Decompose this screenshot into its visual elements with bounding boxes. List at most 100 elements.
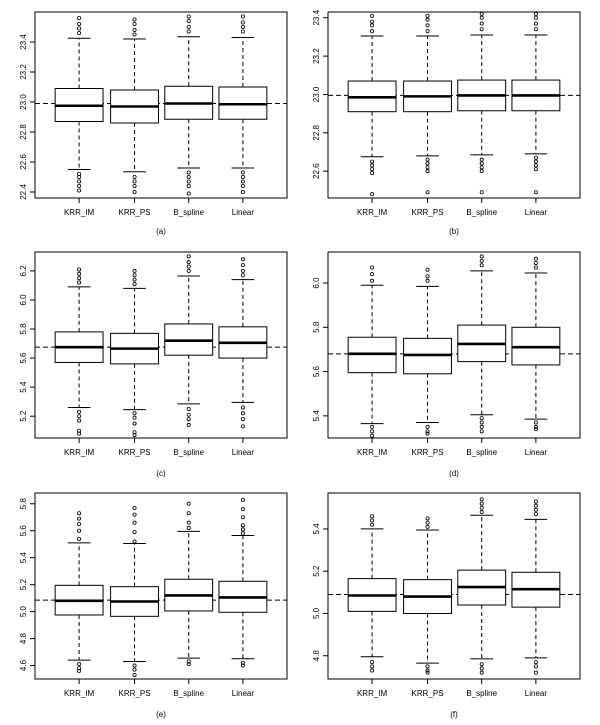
- box-KRR_IM: KRR_IM: [54, 267, 104, 457]
- outlier-point: [479, 497, 484, 502]
- outlier-point: [186, 417, 191, 422]
- category-label: KRR_IM: [64, 689, 95, 698]
- outlier-point: [186, 24, 191, 29]
- outlier-point: [240, 189, 245, 194]
- outlier-point: [479, 21, 484, 26]
- y-tick-label: 6.0: [19, 294, 28, 306]
- category-label: B_spline: [173, 448, 204, 457]
- outlier-point: [77, 26, 82, 31]
- outlier-point: [479, 416, 484, 421]
- category-label: KRR_IM: [357, 208, 388, 217]
- outlier-point: [425, 17, 430, 22]
- outlier-point: [533, 265, 538, 270]
- outlier-point: [533, 159, 538, 164]
- outlier-point: [240, 523, 245, 528]
- box-B_spline: B_spline: [164, 501, 214, 698]
- box-B_spline: B_spline: [457, 11, 507, 217]
- outlier-point: [132, 281, 137, 286]
- box-Linear: Linear: [511, 11, 561, 217]
- outlier-point: [533, 507, 538, 512]
- category-label: Linear: [525, 689, 548, 698]
- outlier-point: [132, 530, 137, 535]
- box-Linear: Linear: [218, 497, 268, 698]
- outlier-point: [240, 174, 245, 179]
- outlier-point: [370, 429, 375, 434]
- outlier-point: [77, 276, 82, 281]
- outlier-point: [77, 271, 82, 276]
- outlier-point: [132, 663, 137, 668]
- y-tick-label: 4.6: [19, 659, 28, 671]
- outlier-point: [425, 520, 430, 525]
- panel-label: (a): [156, 227, 166, 236]
- outlier-point: [240, 179, 245, 184]
- outlier-point: [533, 427, 538, 432]
- outlier-point: [77, 15, 82, 20]
- outlier-point: [479, 254, 484, 259]
- category-label: KRR_IM: [357, 448, 388, 457]
- box-B_spline: B_spline: [457, 497, 507, 698]
- outlier-point: [77, 21, 82, 26]
- box-KRR_PS: KRR_PS: [110, 17, 159, 217]
- category-label: B_spline: [173, 689, 204, 698]
- box-Linear: Linear: [511, 256, 561, 457]
- box-KRR_PS: KRR_PS: [110, 505, 159, 698]
- outlier-point: [132, 505, 137, 510]
- y-tick-label: 5.2: [19, 410, 28, 422]
- plot-frame: [34, 11, 288, 199]
- outlier-point: [533, 512, 538, 517]
- panel-d: 5.4 5.6 5.8 6.0 KRR_IM KRR_PS B_spline Linear (d…: [312, 251, 581, 478]
- y-tick-label: 5.0: [312, 607, 321, 619]
- outlier-point: [186, 14, 191, 19]
- box-KRR_PS: KRR_PS: [403, 13, 452, 217]
- outlier-point: [370, 514, 375, 519]
- outlier-point: [132, 179, 137, 184]
- outlier-point: [479, 157, 484, 162]
- outlier-point: [533, 11, 538, 16]
- outlier-point: [425, 670, 430, 675]
- outlier-point: [479, 263, 484, 268]
- y-tick-label: 22.6: [19, 154, 28, 170]
- outlier-point: [132, 539, 137, 544]
- outlier-point: [370, 278, 375, 283]
- box-Linear: Linear: [511, 499, 561, 698]
- y-tick-label: 6.2: [19, 265, 28, 277]
- outlier-point: [132, 273, 137, 278]
- outlier-point: [479, 161, 484, 166]
- outlier-point: [370, 192, 375, 197]
- panel-c: 5.2 5.4 5.6 5.8 6.0 6.2 KRR_IM KRR_PS B_spline Li…: [19, 251, 288, 478]
- outlier-point: [370, 167, 375, 172]
- y-tick-label: 23.2: [312, 48, 321, 64]
- outlier-point: [240, 424, 245, 429]
- outlier-point: [240, 497, 245, 502]
- outlier-point: [370, 272, 375, 277]
- outlier-point: [533, 261, 538, 266]
- outlier-point: [533, 21, 538, 26]
- outlier-point: [77, 668, 82, 673]
- y-tick-label: 5.8: [19, 323, 28, 335]
- outlier-point: [240, 24, 245, 29]
- outlier-point: [479, 505, 484, 510]
- category-label: B_spline: [173, 208, 204, 217]
- y-tick-label: 5.4: [312, 410, 321, 422]
- outlier-point: [240, 183, 245, 188]
- outlier-point: [533, 664, 538, 669]
- outlier-point: [479, 501, 484, 506]
- y-tick-label: 4.8: [312, 650, 321, 662]
- outlier-point: [370, 424, 375, 429]
- category-label: KRR_PS: [412, 448, 444, 457]
- outlier-point: [186, 659, 191, 664]
- outlier-point: [77, 536, 82, 541]
- outlier-point: [77, 522, 82, 527]
- outlier-point: [425, 13, 430, 18]
- box-B_spline: B_spline: [164, 14, 214, 217]
- box-Linear: Linear: [218, 257, 268, 457]
- outlier-point: [186, 511, 191, 516]
- outlier-point: [77, 431, 82, 436]
- outlier-point: [240, 263, 245, 268]
- category-label: KRR_PS: [119, 448, 151, 457]
- outlier-point: [132, 17, 137, 22]
- y-tick-label: 5.8: [19, 498, 28, 510]
- outlier-point: [77, 662, 82, 667]
- outlier-point: [533, 190, 538, 195]
